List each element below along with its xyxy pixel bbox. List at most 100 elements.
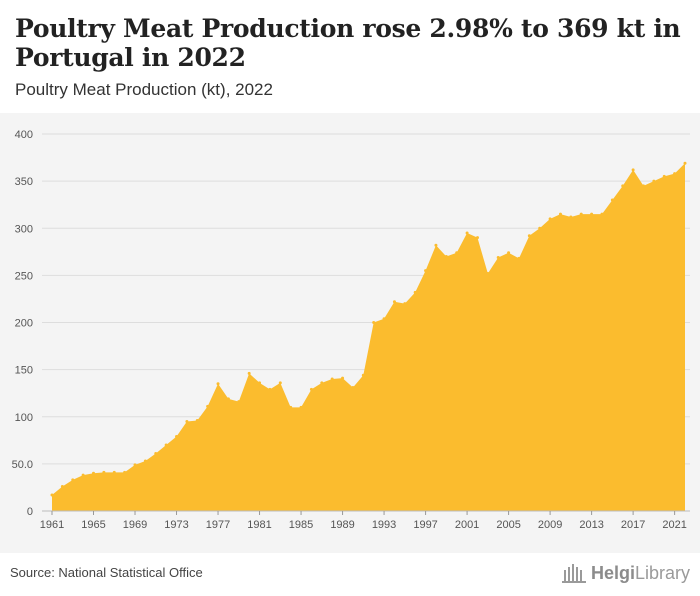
logo-brand: Helgi [590, 562, 635, 583]
data-point [392, 300, 396, 304]
data-point [413, 290, 417, 294]
x-tick-label: 1981 [247, 519, 271, 531]
data-point [361, 373, 365, 377]
data-point [455, 251, 459, 255]
x-tick-label: 1985 [289, 519, 313, 531]
x-tick-label: 1977 [206, 519, 230, 531]
data-point [465, 231, 469, 235]
data-point [216, 382, 220, 386]
data-point [403, 302, 407, 306]
data-point [92, 471, 96, 475]
data-point [237, 400, 241, 404]
y-tick-label: 200 [15, 318, 33, 330]
data-point [652, 179, 656, 183]
data-point [268, 387, 272, 391]
data-point [621, 184, 625, 188]
x-tick-label: 1961 [40, 519, 64, 531]
x-tick-label: 2013 [579, 519, 603, 531]
data-point [133, 463, 137, 467]
data-point [247, 371, 251, 375]
data-point [289, 405, 293, 409]
data-point [382, 317, 386, 321]
data-point [486, 271, 490, 275]
data-point [538, 226, 542, 230]
data-point [185, 419, 189, 423]
data-point [496, 255, 500, 259]
data-point [569, 215, 573, 219]
y-axis: 0 50.0 100 150 200 250 300 350 400 [12, 129, 33, 518]
x-tick-label: 2005 [496, 519, 520, 531]
x-tick-label: 1969 [123, 519, 147, 531]
data-point [517, 256, 521, 260]
x-tick-label: 1965 [81, 519, 105, 531]
y-tick-label: 350 [15, 176, 33, 188]
data-point [600, 212, 604, 216]
data-point [164, 443, 168, 447]
data-point [641, 184, 645, 188]
footer: Source: National Statistical Office Helg… [0, 553, 700, 596]
data-point [434, 243, 438, 247]
data-point [309, 387, 313, 391]
y-tick-label: 150 [15, 365, 33, 377]
data-point [330, 377, 334, 381]
data-point [475, 236, 479, 240]
y-tick-label: 0 [27, 506, 33, 518]
data-point [662, 174, 666, 178]
data-point [631, 168, 635, 172]
production-area [52, 163, 685, 511]
data-point [548, 217, 552, 221]
x-tick-label: 2017 [621, 519, 645, 531]
data-point [590, 212, 594, 216]
x-tick-label: 2001 [455, 519, 479, 531]
data-point [341, 376, 345, 380]
header: Poultry Meat Production rose 2.98% to 36… [0, 0, 700, 113]
data-point [112, 470, 116, 474]
data-point [527, 234, 531, 238]
source-note: Source: National Statistical Office [10, 565, 203, 580]
data-point [299, 405, 303, 409]
logo-suffix: Library [634, 562, 690, 583]
data-point [50, 493, 54, 497]
data-point [175, 435, 179, 439]
data-point [610, 198, 614, 202]
x-tick-label: 1989 [330, 519, 354, 531]
data-point [673, 172, 677, 176]
data-point [683, 161, 687, 165]
x-axis: 1961 1965 1969 1973 1977 1981 1985 1989 1993 1997… [40, 510, 690, 531]
x-tick-label: 2009 [538, 519, 562, 531]
x-tick-label: 1993 [372, 519, 396, 531]
plot-area [50, 161, 687, 511]
data-point [81, 473, 85, 477]
chart-subtitle: Poultry Meat Production (kt), 2022 [15, 80, 273, 99]
x-tick-label: 1973 [164, 519, 188, 531]
data-point [102, 470, 106, 474]
x-tick-label: 1997 [413, 519, 437, 531]
data-point [579, 212, 583, 216]
data-point [258, 381, 262, 385]
data-point [143, 459, 147, 463]
y-tick-label: 50.0 [12, 459, 33, 471]
y-tick-label: 300 [15, 223, 33, 235]
data-point [195, 419, 199, 423]
data-point [558, 212, 562, 216]
chart-panel: 0 50.0 100 150 200 250 300 350 400 1961 1965 1969 1… [0, 113, 700, 553]
data-point [60, 484, 64, 488]
data-point [351, 386, 355, 390]
data-point [206, 404, 210, 408]
data-point [507, 251, 511, 255]
data-point [444, 255, 448, 259]
data-point [320, 381, 324, 385]
y-tick-label: 250 [15, 270, 33, 282]
y-tick-label: 100 [15, 412, 33, 424]
data-point [424, 269, 428, 273]
data-point [372, 321, 376, 324]
logo-text: HelgiLibrary [591, 563, 690, 584]
helgilibrary-logo: HelgiLibrary [561, 559, 690, 587]
data-point [71, 478, 75, 482]
library-building-icon [561, 564, 586, 583]
data-point [154, 452, 158, 456]
y-tick-label: 400 [15, 129, 33, 141]
x-tick-label: 2021 [662, 519, 686, 531]
data-point [123, 470, 127, 474]
